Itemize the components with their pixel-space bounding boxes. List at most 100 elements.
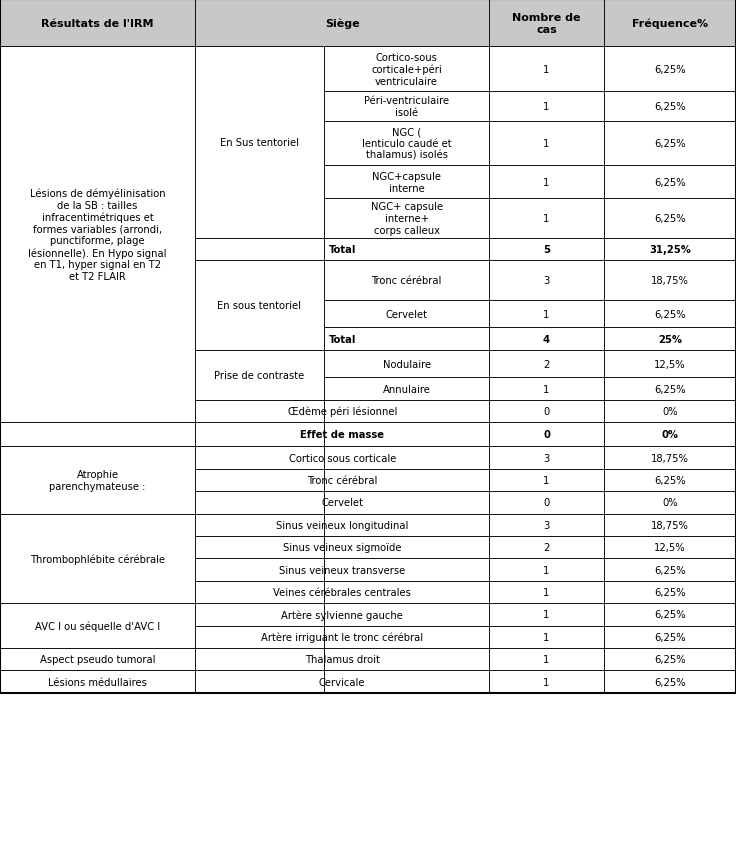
- Bar: [0, 581, 195, 604]
- Bar: [0, 47, 195, 423]
- Text: 1: 1: [543, 384, 550, 394]
- Text: 1: 1: [543, 102, 550, 112]
- Bar: [195, 492, 324, 514]
- Text: 6,25%: 6,25%: [654, 384, 685, 394]
- Bar: [0, 604, 195, 626]
- Bar: [604, 492, 736, 514]
- Bar: [489, 559, 604, 581]
- Bar: [195, 92, 324, 121]
- Text: 18,75%: 18,75%: [651, 520, 689, 530]
- Text: Thalamus droit: Thalamus droit: [305, 654, 380, 665]
- Text: 6,25%: 6,25%: [654, 102, 685, 112]
- Text: 6,25%: 6,25%: [654, 177, 685, 188]
- Text: 6,25%: 6,25%: [654, 139, 685, 149]
- Text: NGC+capsule
interne: NGC+capsule interne: [372, 171, 441, 194]
- Bar: [0, 199, 195, 238]
- Text: 0%: 0%: [662, 406, 678, 417]
- Bar: [489, 536, 604, 559]
- Bar: [324, 514, 489, 536]
- Text: 0: 0: [543, 498, 550, 508]
- Bar: [0, 514, 195, 604]
- Bar: [604, 300, 736, 328]
- Text: 12,5%: 12,5%: [654, 542, 685, 553]
- Text: Lésions médullaires: Lésions médullaires: [48, 677, 147, 687]
- Bar: [195, 166, 324, 199]
- Bar: [0, 0, 736, 693]
- Text: 0%: 0%: [661, 430, 679, 440]
- Bar: [195, 121, 324, 166]
- Bar: [324, 378, 489, 400]
- Text: Siège: Siège: [325, 18, 360, 29]
- Text: 0%: 0%: [662, 498, 678, 508]
- Bar: [604, 328, 736, 350]
- Bar: [0, 514, 195, 536]
- Text: 3: 3: [543, 453, 550, 463]
- Bar: [604, 648, 736, 671]
- Text: Lésions de démyélinisation
de la SB : tailles
infracentimétriques et
formes vari: Lésions de démyélinisation de la SB : ta…: [28, 189, 167, 282]
- Bar: [324, 423, 489, 447]
- Text: Fréquence%: Fréquence%: [631, 18, 708, 29]
- Bar: [0, 671, 195, 693]
- Bar: [0, 238, 195, 261]
- Bar: [324, 559, 489, 581]
- Bar: [324, 238, 489, 261]
- Bar: [604, 400, 736, 423]
- Text: 18,75%: 18,75%: [651, 276, 689, 286]
- Bar: [604, 350, 736, 378]
- Bar: [195, 350, 324, 378]
- Bar: [604, 469, 736, 492]
- Text: 3: 3: [543, 276, 550, 286]
- Text: 6,25%: 6,25%: [654, 214, 685, 224]
- Text: 6,25%: 6,25%: [654, 65, 685, 75]
- Text: Veines cérébrales centrales: Veines cérébrales centrales: [273, 587, 411, 598]
- Bar: [195, 261, 324, 350]
- Text: 1: 1: [543, 610, 550, 620]
- Bar: [324, 604, 489, 626]
- Text: 1: 1: [543, 475, 550, 486]
- Bar: [489, 261, 604, 300]
- Text: 1: 1: [543, 632, 550, 642]
- Bar: [195, 350, 324, 400]
- Text: 25%: 25%: [658, 334, 682, 344]
- Bar: [0, 400, 195, 423]
- Text: 6,25%: 6,25%: [654, 654, 685, 665]
- Bar: [489, 514, 604, 536]
- Bar: [0, 423, 195, 447]
- Text: Effet de masse: Effet de masse: [300, 430, 384, 440]
- Bar: [604, 199, 736, 238]
- Bar: [0, 671, 195, 693]
- Bar: [489, 378, 604, 400]
- Text: 1: 1: [543, 214, 550, 224]
- Bar: [489, 671, 604, 693]
- Text: Nodulaire: Nodulaire: [383, 359, 431, 369]
- Bar: [195, 328, 324, 350]
- Bar: [195, 47, 324, 92]
- Bar: [489, 328, 604, 350]
- Bar: [604, 166, 736, 199]
- Bar: [324, 447, 489, 469]
- Bar: [195, 536, 324, 559]
- Bar: [195, 447, 324, 469]
- Bar: [489, 47, 604, 92]
- Bar: [195, 199, 324, 238]
- Bar: [195, 400, 324, 423]
- Bar: [195, 581, 324, 604]
- Text: Atrophie
parenchymateuse :: Atrophie parenchymateuse :: [49, 469, 146, 492]
- Bar: [324, 300, 489, 328]
- Text: 2: 2: [543, 359, 550, 369]
- Bar: [489, 350, 604, 378]
- Text: Sinus veineux sigmoïde: Sinus veineux sigmoïde: [283, 542, 402, 553]
- Bar: [604, 0, 736, 47]
- Bar: [604, 261, 736, 300]
- Bar: [324, 350, 489, 378]
- Bar: [324, 536, 489, 559]
- Bar: [604, 536, 736, 559]
- Bar: [195, 378, 324, 400]
- Text: 6,25%: 6,25%: [654, 309, 685, 319]
- Bar: [489, 469, 604, 492]
- Bar: [195, 47, 324, 238]
- Text: Tronc cérébral: Tronc cérébral: [307, 475, 378, 486]
- Text: Cervelet: Cervelet: [386, 309, 428, 319]
- Bar: [324, 47, 489, 92]
- Bar: [324, 328, 489, 350]
